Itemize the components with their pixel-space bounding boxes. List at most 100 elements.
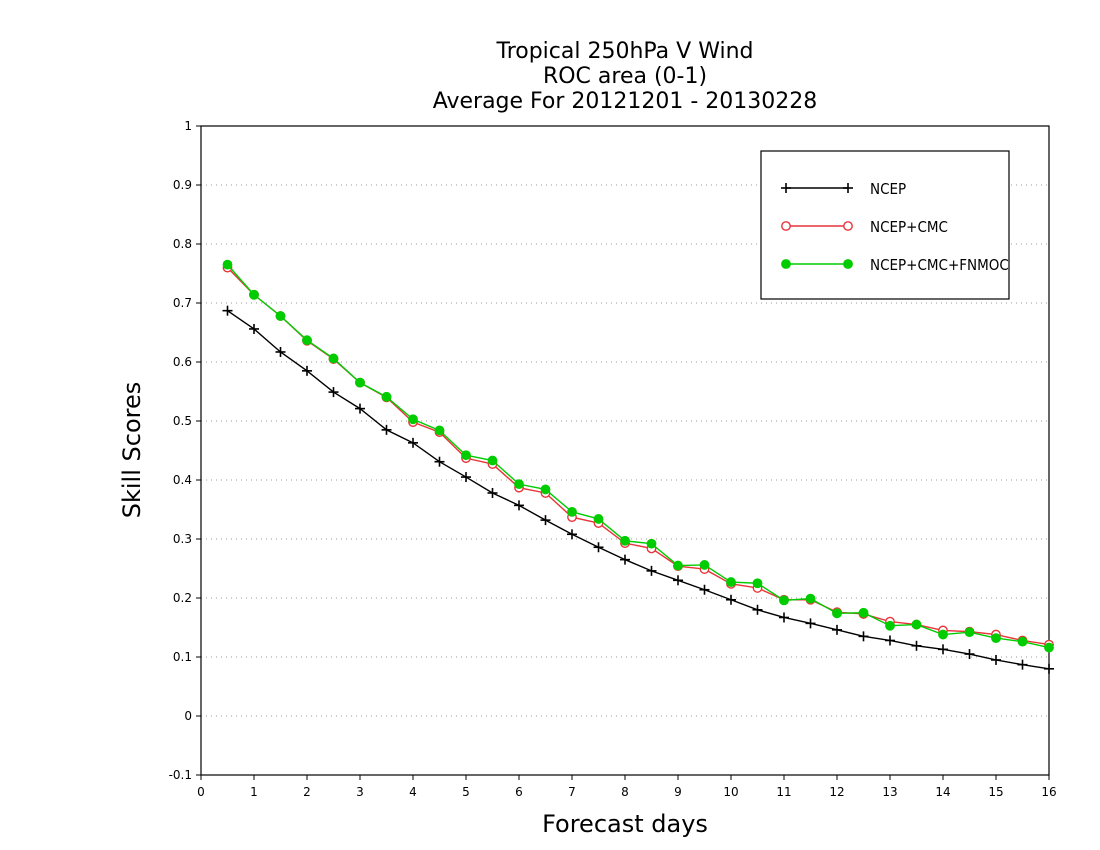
legend-item: NCEP+CMC xyxy=(781,218,948,236)
data-point-ncep xyxy=(964,649,975,660)
data-point-ncep xyxy=(620,554,630,565)
data-point-ncep xyxy=(328,387,339,398)
chart-title-line-2: ROC area (0-1) xyxy=(543,64,707,89)
legend-marker xyxy=(781,183,791,193)
data-point-ncep-cmc-fnmoc xyxy=(779,595,789,606)
data-point-ncep xyxy=(593,542,604,553)
data-point-ncep xyxy=(911,640,922,651)
x-tick-label: 5 xyxy=(462,785,470,799)
x-tick-label: 11 xyxy=(776,785,791,799)
x-tick-label: 1 xyxy=(250,785,258,799)
y-tick-label: 0 xyxy=(184,709,192,723)
chart-title-line-1: Tropical 250hPa V Wind xyxy=(495,39,753,64)
y-tick-label: 0.6 xyxy=(173,355,192,369)
data-point-ncep xyxy=(1044,663,1054,674)
x-tick-label: 9 xyxy=(674,785,682,799)
series-layer xyxy=(222,259,1054,674)
legend: NCEP NCEP+CMC NCEP+CMC+FNMOC xyxy=(760,150,1010,300)
x-tick-label: 0 xyxy=(197,785,205,799)
x-axis-label: Forecast days xyxy=(542,810,708,838)
legend-item: NCEP+CMC+FNMOC xyxy=(781,256,1009,274)
data-point-ncep xyxy=(646,565,657,576)
data-point-ncep-cmc-fnmoc xyxy=(832,608,842,619)
data-point-ncep xyxy=(355,403,365,414)
y-tick-label: -0.1 xyxy=(169,768,192,782)
data-point-ncep-cmc-fnmoc xyxy=(567,506,577,517)
x-tick-label: 10 xyxy=(723,785,738,799)
x-tick-label: 16 xyxy=(1041,785,1056,799)
y-tick-label: 1 xyxy=(184,119,192,133)
data-point-ncep-cmc-fnmoc xyxy=(328,353,339,364)
data-point-ncep-cmc-fnmoc xyxy=(461,450,471,461)
data-point-ncep xyxy=(779,612,789,623)
x-tick-label: 13 xyxy=(882,785,897,799)
y-tick-label: 0.5 xyxy=(173,414,192,428)
data-point-ncep-cmc-fnmoc xyxy=(752,578,763,589)
data-point-ncep-cmc-fnmoc xyxy=(1017,636,1028,647)
data-point-ncep-cmc-fnmoc xyxy=(302,335,312,346)
legend-marker xyxy=(781,259,791,269)
x-tick-label: 7 xyxy=(568,785,576,799)
data-point-ncep xyxy=(805,618,816,629)
legend-label: NCEP+CMC+FNMOC xyxy=(870,256,1009,274)
y-tick-label: 0.7 xyxy=(173,296,192,310)
x-tick-label: 2 xyxy=(303,785,311,799)
series-line-ncep xyxy=(227,310,1050,670)
data-point-ncep xyxy=(832,624,842,635)
data-point-ncep-cmc-fnmoc xyxy=(938,629,948,640)
data-point-ncep-cmc-fnmoc xyxy=(355,377,365,388)
data-point-ncep-cmc-fnmoc xyxy=(885,620,895,631)
x-tick-label: 4 xyxy=(409,785,417,799)
series-ncep xyxy=(222,305,1054,674)
data-point-ncep xyxy=(938,644,948,655)
data-point-ncep xyxy=(381,424,392,435)
data-point-ncep xyxy=(302,365,312,376)
legend-box xyxy=(760,150,1010,300)
data-point-ncep-cmc-fnmoc xyxy=(805,593,816,604)
x-tick-label: 8 xyxy=(621,785,629,799)
y-tick-label: 0.4 xyxy=(173,473,192,487)
data-point-ncep xyxy=(699,584,710,595)
y-tick-label: 0.1 xyxy=(173,650,192,664)
y-tick-label: 0.8 xyxy=(173,237,192,251)
data-point-ncep-cmc-fnmoc xyxy=(249,289,259,300)
data-point-ncep-cmc-fnmoc xyxy=(646,538,657,549)
data-point-ncep xyxy=(567,529,577,540)
data-point-ncep-cmc-fnmoc xyxy=(381,391,392,402)
data-point-ncep xyxy=(434,456,445,467)
data-point-ncep xyxy=(249,323,259,334)
data-point-ncep-cmc-fnmoc xyxy=(275,311,286,321)
data-point-ncep-cmc-fnmoc xyxy=(487,455,498,466)
chart-title-line-3: Average For 20121201 - 20130228 xyxy=(433,89,818,114)
data-point-ncep xyxy=(540,515,551,526)
legend-marker xyxy=(781,221,791,231)
data-point-ncep xyxy=(885,635,895,646)
series-ncep-cmc-fnmoc xyxy=(222,259,1054,653)
legend-label: NCEP+CMC xyxy=(870,218,948,236)
legend-label: NCEP xyxy=(870,180,906,198)
data-point-ncep-cmc-fnmoc xyxy=(408,414,418,425)
y-tick-label: 0.3 xyxy=(173,532,192,546)
x-tick-label: 6 xyxy=(515,785,523,799)
data-point-ncep-cmc-fnmoc xyxy=(222,259,233,270)
chart-title: Tropical 250hPa V Wind ROC area (0-1) Av… xyxy=(433,39,818,114)
data-point-ncep xyxy=(222,305,233,316)
y-tick-label: 0.2 xyxy=(173,591,192,605)
data-point-ncep-cmc-fnmoc xyxy=(593,514,604,524)
x-tick-label: 15 xyxy=(988,785,1003,799)
x-axis: 0 1 2 3 4 5 6 7 8 9 10 11 12 13 14 15 16 xyxy=(197,775,1057,799)
legend-item: NCEP xyxy=(781,180,906,198)
x-tick-label: 3 xyxy=(356,785,364,799)
data-point-ncep xyxy=(514,500,524,511)
data-point-ncep xyxy=(487,487,498,498)
x-tick-label: 14 xyxy=(935,785,950,799)
data-point-ncep-cmc-fnmoc xyxy=(673,560,683,571)
data-point-ncep-cmc-fnmoc xyxy=(726,577,736,587)
data-point-ncep-cmc-fnmoc xyxy=(1044,642,1054,653)
data-point-ncep xyxy=(752,604,763,615)
data-point-ncep xyxy=(408,437,418,448)
data-point-ncep-cmc-fnmoc xyxy=(514,479,524,490)
data-point-ncep-cmc-fnmoc xyxy=(964,627,975,638)
data-point-ncep-cmc-fnmoc xyxy=(699,560,710,570)
